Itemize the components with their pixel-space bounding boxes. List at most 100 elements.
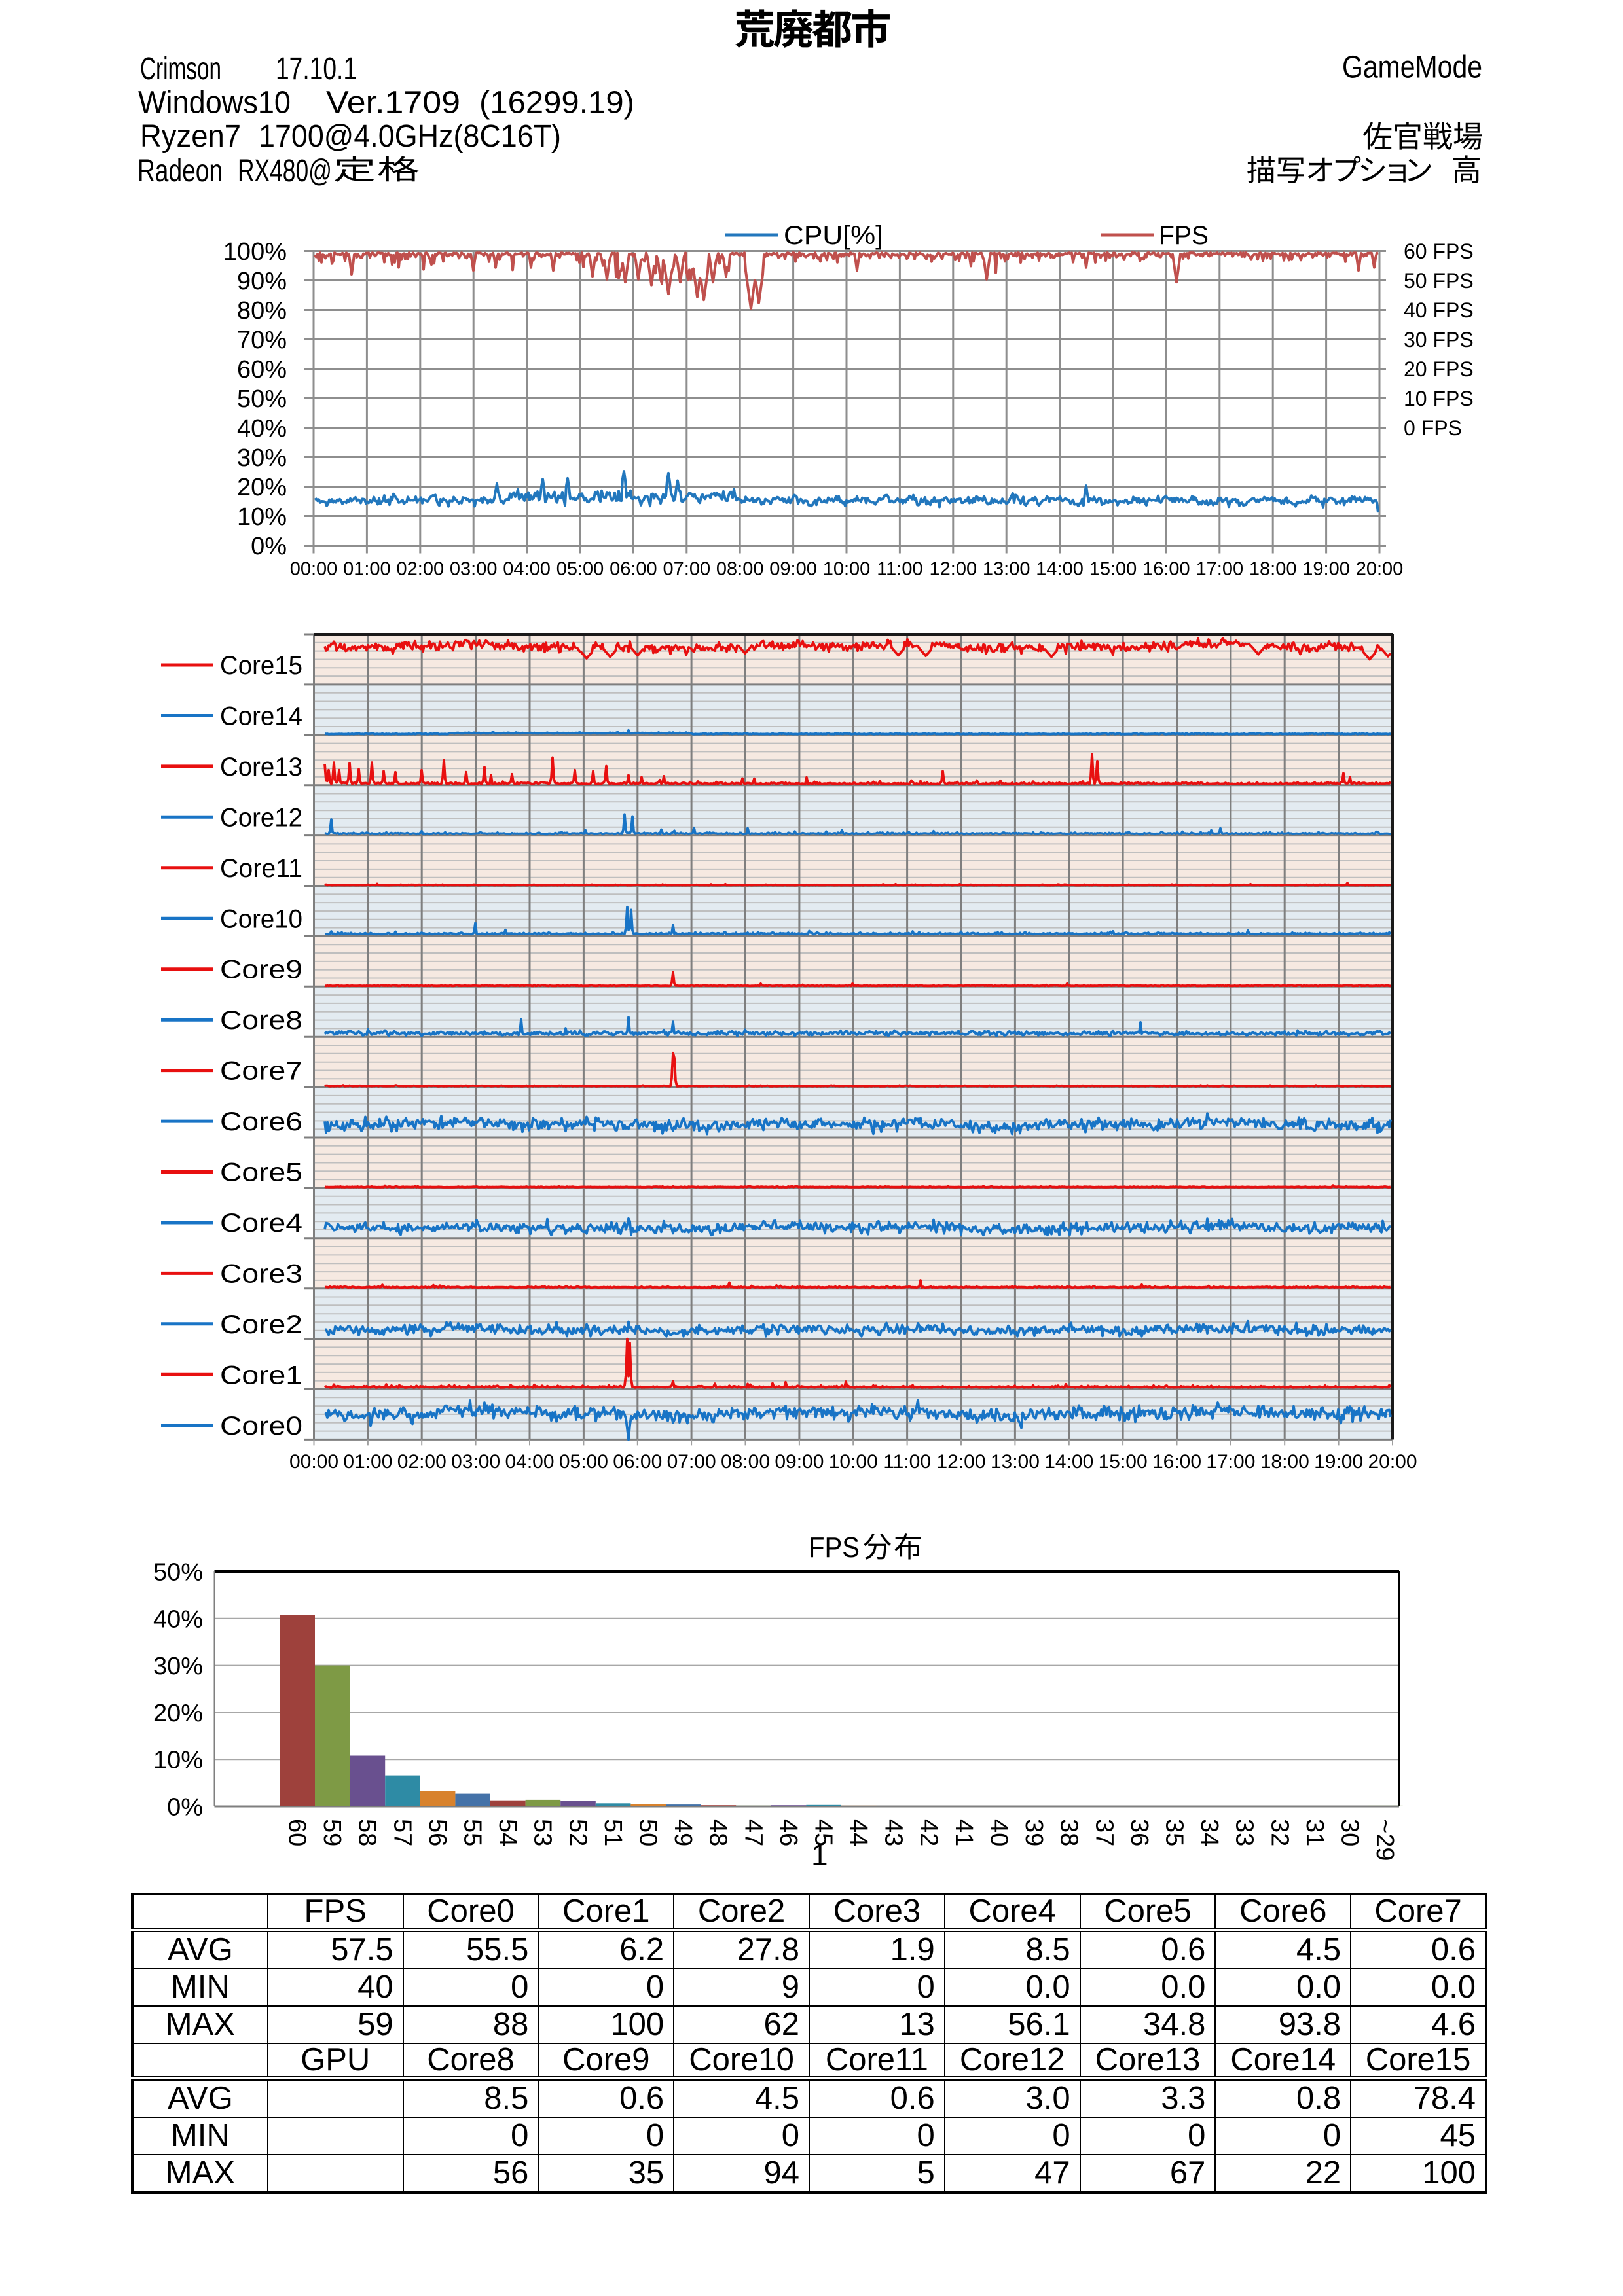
svg-text:80%: 80% <box>237 297 287 325</box>
svg-text:11:00: 11:00 <box>883 1451 931 1473</box>
svg-text:16:00: 16:00 <box>1152 1451 1201 1473</box>
svg-text:02:00: 02:00 <box>397 559 445 580</box>
svg-text:40%: 40% <box>237 415 287 442</box>
svg-text:53: 53 <box>529 1819 556 1846</box>
svg-text:10%: 10% <box>237 503 287 531</box>
svg-text:20:00: 20:00 <box>1356 559 1404 580</box>
svg-text:Core10: Core10 <box>220 905 302 933</box>
svg-text:52: 52 <box>564 1819 591 1846</box>
svg-text:06:00: 06:00 <box>610 559 657 580</box>
svg-text:20 FPS: 20 FPS <box>1404 357 1474 381</box>
svg-text:10:00: 10:00 <box>823 559 871 580</box>
svg-text:Core7: Core7 <box>220 1057 302 1086</box>
svg-text:Core14: Core14 <box>220 702 302 730</box>
svg-text:100%: 100% <box>223 238 287 266</box>
svg-text:38: 38 <box>1055 1819 1083 1846</box>
svg-text:03:00: 03:00 <box>451 1451 500 1473</box>
svg-text:Crimson: Crimson <box>140 52 221 86</box>
svg-text:12:00: 12:00 <box>930 559 977 580</box>
svg-text:46: 46 <box>775 1819 802 1846</box>
svg-text:05:00: 05:00 <box>559 1451 608 1473</box>
svg-text:14:00: 14:00 <box>1036 559 1084 580</box>
svg-text:10%: 10% <box>153 1747 203 1774</box>
svg-text:20%: 20% <box>153 1700 203 1727</box>
svg-text:19:00: 19:00 <box>1314 1451 1363 1473</box>
svg-text:Core13: Core13 <box>220 753 302 781</box>
svg-text:15:00: 15:00 <box>1099 1451 1148 1473</box>
svg-text:17:00: 17:00 <box>1206 1451 1255 1473</box>
svg-text:GameMode: GameMode <box>1342 50 1482 85</box>
svg-text:40: 40 <box>985 1819 1013 1846</box>
svg-text:20%: 20% <box>237 474 287 501</box>
svg-text:30: 30 <box>1336 1819 1364 1846</box>
svg-text:70%: 70% <box>237 327 287 354</box>
svg-text:18:00: 18:00 <box>1260 1451 1309 1473</box>
svg-text:55: 55 <box>459 1819 486 1846</box>
svg-text:Core15: Core15 <box>220 651 302 680</box>
svg-text:06:00: 06:00 <box>613 1451 662 1473</box>
svg-text:09:00: 09:00 <box>769 559 817 580</box>
svg-text:08:00: 08:00 <box>721 1451 770 1473</box>
svg-text:45: 45 <box>810 1819 837 1846</box>
svg-text:14:00: 14:00 <box>1044 1451 1093 1473</box>
svg-text:48: 48 <box>704 1819 732 1846</box>
svg-text:09:00: 09:00 <box>775 1451 824 1473</box>
svg-text:13:00: 13:00 <box>983 559 1030 580</box>
svg-text:51: 51 <box>599 1819 627 1846</box>
svg-text:0%: 0% <box>167 1794 203 1821</box>
svg-text:58: 58 <box>354 1819 381 1846</box>
svg-text:00:00: 00:00 <box>289 1451 338 1473</box>
svg-text:CPU[%]: CPU[%] <box>784 221 883 250</box>
svg-text:1: 1 <box>811 1838 828 1872</box>
svg-text:49: 49 <box>669 1819 697 1846</box>
svg-text:Ryzen7: Ryzen7 <box>140 119 241 154</box>
svg-text:Core11: Core11 <box>220 854 302 883</box>
svg-text:12:00: 12:00 <box>936 1451 985 1473</box>
svg-text:15:00: 15:00 <box>1089 559 1137 580</box>
svg-text:56: 56 <box>424 1819 451 1846</box>
svg-text:50%: 50% <box>153 1559 203 1587</box>
svg-text:Core0: Core0 <box>220 1412 302 1441</box>
svg-text:90%: 90% <box>237 268 287 295</box>
svg-text:31: 31 <box>1301 1819 1328 1846</box>
svg-text:17.10.1: 17.10.1 <box>276 52 357 86</box>
svg-text:42: 42 <box>915 1819 942 1846</box>
svg-text:10 FPS: 10 FPS <box>1404 387 1474 410</box>
svg-text:60 FPS: 60 FPS <box>1404 240 1474 263</box>
svg-text:54: 54 <box>494 1819 521 1846</box>
svg-text:01:00: 01:00 <box>343 559 391 580</box>
svg-text:18:00: 18:00 <box>1249 559 1297 580</box>
svg-text:(16299.19): (16299.19) <box>479 86 634 120</box>
svg-text:19:00: 19:00 <box>1302 559 1350 580</box>
svg-text:17:00: 17:00 <box>1196 559 1244 580</box>
svg-text:Core6: Core6 <box>220 1107 302 1136</box>
svg-text:33: 33 <box>1231 1819 1258 1846</box>
svg-text:Core2: Core2 <box>220 1310 302 1339</box>
svg-text:57: 57 <box>388 1819 416 1846</box>
svg-text:37: 37 <box>1090 1819 1118 1846</box>
svg-text:34: 34 <box>1195 1819 1223 1846</box>
svg-text:08:00: 08:00 <box>716 559 764 580</box>
svg-text:50%: 50% <box>237 386 287 413</box>
svg-text:Core5: Core5 <box>220 1158 302 1187</box>
svg-text:Radeon: Radeon <box>137 154 223 188</box>
svg-text:13:00: 13:00 <box>991 1451 1040 1473</box>
svg-text:Core12: Core12 <box>220 803 302 832</box>
svg-text:40 FPS: 40 FPS <box>1404 298 1474 322</box>
svg-text:35: 35 <box>1161 1819 1188 1846</box>
svg-text:50: 50 <box>634 1819 662 1846</box>
svg-text:39: 39 <box>1020 1819 1048 1846</box>
svg-text:RX480@: RX480@ <box>238 154 332 188</box>
svg-text:Ver.1709: Ver.1709 <box>326 86 460 120</box>
svg-text:60: 60 <box>283 1819 311 1846</box>
svg-text:30%: 30% <box>237 444 287 472</box>
svg-text:Core4: Core4 <box>220 1209 302 1238</box>
svg-text:20:00: 20:00 <box>1368 1451 1417 1473</box>
svg-text:10:00: 10:00 <box>829 1451 878 1473</box>
svg-text:59: 59 <box>318 1819 346 1846</box>
svg-text:01:00: 01:00 <box>343 1451 392 1473</box>
svg-text:0%: 0% <box>251 533 287 560</box>
svg-text:41: 41 <box>950 1819 977 1846</box>
svg-text:Core3: Core3 <box>220 1259 302 1288</box>
svg-text:~29: ~29 <box>1371 1819 1398 1861</box>
